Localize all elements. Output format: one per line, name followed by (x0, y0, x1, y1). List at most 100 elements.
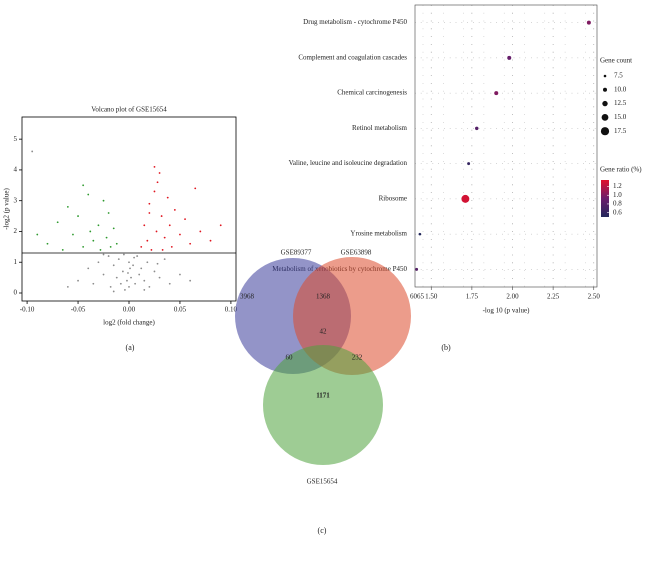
point (158, 172, 161, 174)
point (99, 249, 102, 251)
panel-label: (b) (441, 343, 451, 352)
point (136, 255, 139, 257)
point (156, 262, 159, 265)
y-tick-label: 3 (14, 196, 18, 204)
point (156, 181, 159, 184)
region-count: 6065 (410, 293, 425, 301)
region-count: 60 (286, 354, 294, 362)
y-tick-label: Valine, leucine and isoleucine degradati… (289, 159, 408, 167)
size-legend-title: Gene count (600, 57, 632, 65)
point (163, 236, 166, 239)
point (123, 253, 125, 256)
point (161, 249, 164, 251)
region-count: 232 (352, 354, 363, 362)
x-tick-label: 2.25 (547, 293, 560, 301)
size-legend-dot (603, 74, 607, 78)
point (173, 209, 176, 211)
point (194, 187, 197, 190)
plot-frame (414, 4, 598, 288)
point (128, 285, 130, 288)
color-legend-title: Gene ratio (%) (600, 166, 642, 174)
point (132, 264, 134, 267)
point (163, 258, 166, 261)
point (158, 276, 161, 279)
point (115, 276, 118, 279)
color-tick-label: 0.8 (613, 200, 622, 208)
point (133, 256, 135, 259)
point (150, 249, 153, 251)
point (128, 261, 130, 264)
dot (418, 232, 422, 236)
point (143, 224, 146, 227)
point (89, 230, 92, 233)
y-tick-label: Complement and coagulation cascades (298, 53, 407, 61)
point (46, 242, 49, 245)
point (126, 279, 128, 282)
point (102, 273, 105, 276)
dot (475, 126, 479, 131)
point (153, 190, 156, 193)
y-tick-label: 5 (14, 135, 18, 143)
point (102, 199, 105, 202)
point (82, 245, 85, 248)
point (166, 196, 169, 199)
point (66, 285, 69, 288)
point (92, 282, 95, 285)
point (143, 279, 146, 282)
y-tick-label: 2 (14, 227, 18, 235)
point (87, 193, 90, 196)
point (105, 236, 108, 239)
point (112, 290, 115, 293)
point (109, 285, 112, 288)
point (124, 289, 126, 291)
size-legend-label: 17.5 (614, 127, 627, 135)
point (117, 258, 120, 261)
point (168, 224, 171, 227)
y-tick-label: Ribosome (379, 194, 407, 202)
panel-label: (c) (318, 526, 327, 535)
point (31, 150, 34, 153)
x-tick-label: -0.10 (20, 306, 35, 314)
point (209, 239, 212, 242)
y-axis-label: -log2 (p value) (3, 188, 11, 230)
dot (507, 55, 512, 60)
point (66, 205, 69, 208)
point (82, 184, 85, 187)
size-legend-dot (600, 127, 610, 136)
y-tick-label: Drug metabolism - cytochrome P450 (303, 18, 407, 26)
region-count: 1171 (316, 392, 330, 400)
size-legend-label: 7.5 (614, 72, 623, 80)
point (143, 289, 146, 291)
point (140, 267, 143, 270)
size-legend-dot (601, 114, 609, 121)
point (170, 245, 173, 248)
x-tick-label: 0.10 (225, 306, 238, 314)
point (179, 273, 181, 276)
point (148, 212, 151, 214)
point (168, 282, 171, 285)
point (153, 165, 156, 168)
color-bar (601, 180, 609, 217)
point (115, 242, 118, 245)
point (160, 215, 163, 217)
x-tick-label: -0.05 (71, 306, 86, 314)
set-label: GSE63898 (341, 249, 372, 257)
point (121, 270, 124, 273)
point (199, 230, 202, 233)
region-count: 1368 (316, 293, 331, 301)
dot (415, 267, 419, 271)
x-tick-label: 1.50 (425, 293, 438, 301)
size-legend-dot (602, 100, 608, 107)
y-tick-label: Chemical carcinogenesis (337, 89, 407, 97)
color-tick-label: 0.6 (613, 208, 622, 216)
point (97, 261, 100, 264)
point (119, 282, 122, 285)
set-label: GSE15654 (307, 478, 338, 486)
region-count: 3968 (240, 293, 255, 301)
point (146, 261, 149, 264)
point (184, 218, 186, 221)
size-legend-label: 10.0 (614, 85, 627, 93)
point (138, 273, 141, 276)
color-tick-label: 1.2 (613, 182, 622, 190)
x-axis-label: -log 10 (p value) (483, 307, 531, 315)
